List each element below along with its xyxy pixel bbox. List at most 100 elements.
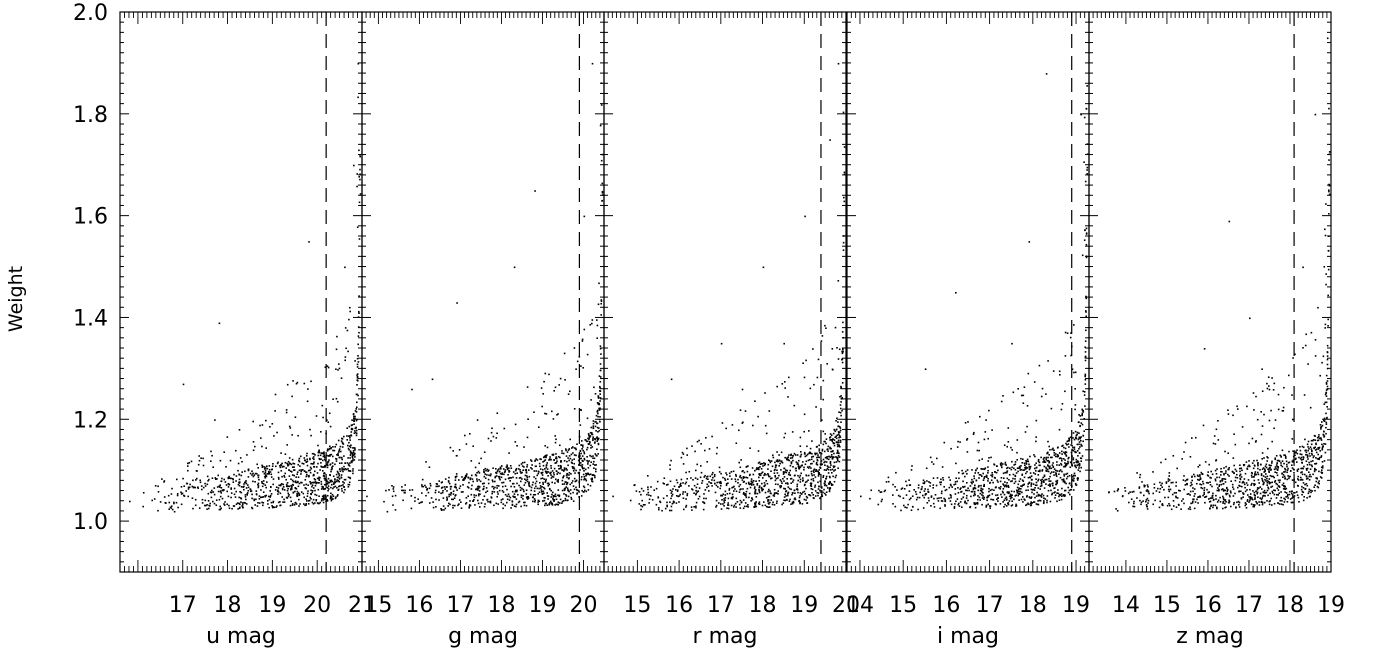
data-point bbox=[441, 481, 443, 483]
data-point bbox=[309, 483, 312, 485]
data-point bbox=[235, 449, 237, 452]
data-point bbox=[1022, 496, 1024, 498]
data-point bbox=[769, 460, 771, 462]
data-point bbox=[816, 452, 818, 455]
data-point bbox=[541, 474, 544, 476]
data-point bbox=[553, 500, 555, 502]
data-point bbox=[954, 481, 957, 483]
data-point bbox=[747, 481, 750, 484]
data-point bbox=[543, 492, 545, 494]
data-point bbox=[599, 390, 602, 392]
data-point bbox=[237, 508, 239, 510]
data-point bbox=[1085, 295, 1087, 298]
data-point bbox=[806, 497, 809, 499]
data-point bbox=[769, 475, 771, 478]
data-point bbox=[219, 484, 221, 486]
data-point bbox=[275, 465, 277, 468]
data-point bbox=[1018, 487, 1021, 490]
data-point bbox=[319, 476, 321, 479]
data-point bbox=[324, 466, 327, 468]
data-point bbox=[265, 486, 267, 489]
data-point bbox=[478, 493, 480, 495]
data-point bbox=[742, 507, 745, 510]
data-point bbox=[334, 478, 336, 480]
data-point bbox=[503, 473, 505, 476]
data-point bbox=[1000, 464, 1003, 467]
data-point bbox=[1030, 496, 1033, 498]
data-point bbox=[1084, 373, 1087, 376]
data-point bbox=[206, 508, 208, 510]
data-point bbox=[991, 472, 993, 474]
data-point bbox=[238, 502, 241, 505]
data-point bbox=[562, 469, 564, 472]
data-point bbox=[784, 469, 787, 471]
x-tick-label: 20 bbox=[569, 593, 597, 618]
data-point bbox=[544, 412, 546, 415]
data-point bbox=[269, 471, 272, 473]
data-point bbox=[1056, 500, 1058, 503]
data-point bbox=[547, 482, 550, 485]
data-point bbox=[579, 462, 582, 464]
data-point bbox=[892, 503, 894, 505]
data-point bbox=[597, 442, 600, 445]
data-point bbox=[842, 350, 844, 352]
data-point bbox=[831, 348, 834, 350]
data-point bbox=[495, 475, 498, 477]
data-point bbox=[792, 500, 795, 503]
data-point bbox=[524, 482, 527, 484]
data-point bbox=[767, 473, 769, 475]
data-point bbox=[808, 452, 810, 455]
data-point bbox=[444, 507, 447, 510]
data-point bbox=[763, 474, 765, 477]
data-point bbox=[310, 434, 312, 437]
data-point bbox=[981, 503, 983, 506]
data-point bbox=[446, 490, 448, 492]
data-point bbox=[458, 479, 460, 481]
data-point bbox=[1068, 475, 1071, 477]
data-point bbox=[1065, 462, 1068, 465]
data-point bbox=[1002, 472, 1005, 475]
data-point bbox=[323, 483, 326, 486]
data-point bbox=[803, 413, 806, 416]
data-point bbox=[552, 472, 555, 474]
data-point bbox=[767, 496, 770, 498]
data-point bbox=[819, 489, 821, 492]
data-point bbox=[484, 503, 486, 505]
data-point bbox=[329, 474, 331, 477]
data-point bbox=[996, 465, 998, 467]
data-point bbox=[778, 465, 780, 467]
data-point bbox=[1076, 464, 1078, 467]
data-point bbox=[311, 452, 314, 455]
data-point bbox=[223, 451, 225, 453]
data-point bbox=[209, 502, 211, 505]
data-point bbox=[1078, 463, 1081, 465]
data-point bbox=[322, 486, 324, 488]
data-point bbox=[748, 496, 750, 499]
data-point bbox=[227, 495, 230, 498]
data-point bbox=[300, 469, 303, 472]
data-point bbox=[283, 501, 286, 503]
data-point bbox=[588, 434, 590, 436]
data-point bbox=[337, 439, 340, 442]
data-point bbox=[579, 469, 581, 471]
data-point bbox=[700, 471, 703, 474]
data-point bbox=[491, 490, 494, 493]
data-point bbox=[967, 487, 969, 489]
data-point bbox=[672, 502, 675, 504]
data-point bbox=[177, 506, 179, 509]
data-point bbox=[352, 449, 355, 452]
data-point bbox=[695, 506, 697, 509]
data-point bbox=[535, 458, 537, 460]
data-point bbox=[922, 494, 924, 497]
data-point bbox=[978, 484, 980, 487]
data-point bbox=[727, 502, 729, 504]
data-point bbox=[524, 478, 526, 480]
data-point bbox=[468, 481, 470, 484]
data-point bbox=[769, 490, 771, 492]
data-point bbox=[820, 487, 823, 489]
data-point bbox=[508, 452, 510, 454]
data-point bbox=[739, 483, 742, 486]
data-point bbox=[270, 476, 273, 478]
data-point bbox=[833, 465, 836, 468]
data-point bbox=[288, 457, 291, 459]
